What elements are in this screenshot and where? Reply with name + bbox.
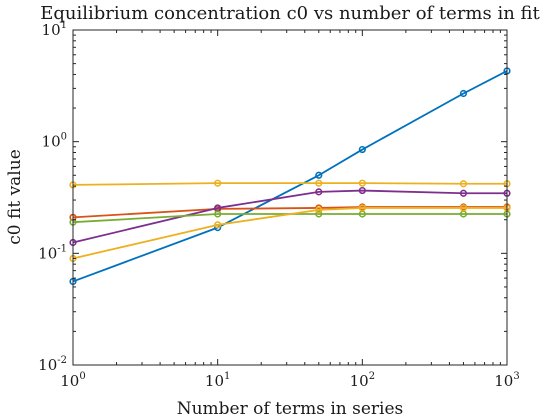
x-tick-exponent: 3: [513, 371, 519, 382]
series-1-line: [72, 70, 508, 283]
series-6-line: [72, 207, 507, 260]
series-6-point: [315, 206, 323, 214]
series-3-point: [214, 179, 222, 187]
series-1-point: [358, 145, 366, 154]
x-tick-base: 10: [494, 372, 513, 390]
x-tick-label: 101: [205, 371, 230, 390]
series-3-line: [72, 182, 507, 186]
x-tick-base: 10: [205, 372, 224, 390]
series-6-point: [459, 204, 468, 212]
y-tick-base: 10: [38, 244, 57, 262]
series-4-point: [315, 188, 323, 196]
x-tick-exponent: 0: [79, 371, 85, 382]
plot-box: [72, 29, 508, 366]
y-tick-exponent: -1: [57, 243, 67, 254]
series-3-point: [315, 179, 323, 187]
y-tick-base: 10: [42, 21, 61, 39]
series-5-point: [315, 210, 323, 218]
x-tick-base: 10: [350, 372, 369, 390]
x-tick-base: 10: [60, 372, 79, 390]
series-5-point: [214, 210, 222, 218]
y-tick-label: 10-1: [38, 243, 67, 262]
y-tick-exponent: 0: [61, 132, 67, 143]
y-tick-base: 10: [42, 133, 61, 151]
y-axis-label: c0 fit value: [5, 149, 25, 245]
series-6-point: [214, 221, 222, 229]
series-4-point: [459, 189, 468, 197]
x-tick-exponent: 1: [224, 371, 230, 382]
series-3-point: [459, 180, 468, 188]
x-tick-exponent: 2: [369, 371, 375, 382]
x-tick-label: 103: [494, 371, 519, 390]
y-tick-label: 100: [42, 132, 67, 151]
series-4-point: [358, 186, 366, 195]
series-1-point: [459, 89, 468, 98]
series-6-point: [358, 204, 366, 212]
series-4-line: [72, 189, 507, 244]
x-tick-label: 100: [60, 371, 85, 390]
y-tick-label: 101: [42, 20, 67, 39]
series-1-point: [315, 171, 323, 179]
x-tick-label: 102: [350, 371, 375, 390]
series-5-line: [72, 213, 507, 224]
series-layer: [69, 67, 511, 286]
y-tick-exponent: 1: [61, 20, 67, 31]
y-tick-label: 10-2: [38, 355, 67, 374]
y-tick-exponent: -2: [57, 355, 67, 366]
y-tick-base: 10: [38, 356, 57, 374]
series-2-line: [72, 206, 507, 219]
chart-title: Equilibrium concentration c0 vs number o…: [40, 3, 540, 24]
series-3-point: [358, 179, 366, 187]
x-axis-label: Number of terms in series: [177, 399, 404, 419]
